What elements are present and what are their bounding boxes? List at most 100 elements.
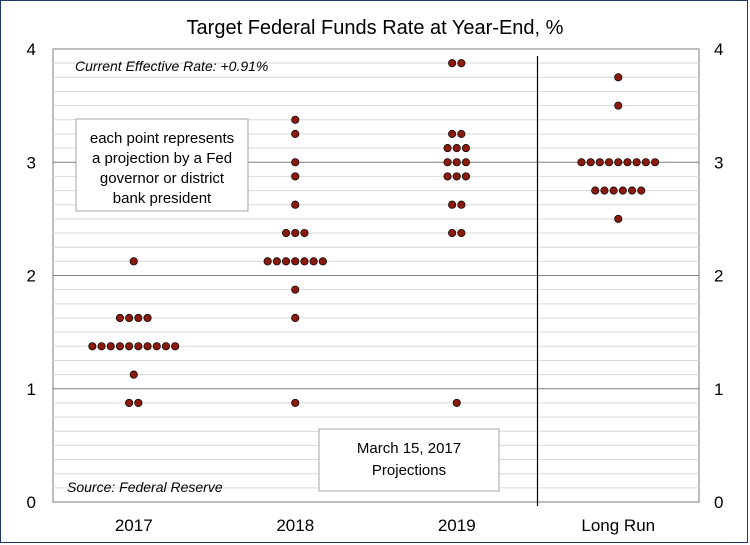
projection-dot	[452, 398, 461, 407]
projection-dot	[134, 313, 143, 323]
projection-dot	[263, 257, 272, 266]
legend-line: governor or district	[100, 170, 225, 187]
projection-dot	[448, 129, 457, 138]
projection-dot	[627, 186, 637, 195]
projection-dot	[129, 257, 138, 266]
legend-line: each point represents	[90, 130, 234, 147]
projection-dot	[448, 228, 457, 238]
projection-dot	[457, 228, 466, 238]
projection-dot	[614, 158, 623, 167]
date-text: March 15, 2017 Projections	[357, 440, 461, 479]
projection-dot	[143, 342, 152, 351]
projection-dot	[115, 313, 125, 323]
projection-dot	[443, 172, 452, 181]
projection-dot	[452, 172, 461, 181]
projection-dot	[125, 313, 134, 323]
projection-dot	[448, 59, 457, 68]
projection-dot	[291, 398, 300, 407]
current-rate-note: Current Effective Rate: +0.91%	[75, 58, 268, 74]
projection-dot	[448, 200, 457, 209]
source-note: Source: Federal Reserve	[67, 479, 223, 495]
y-tick-right: 4	[714, 40, 723, 59]
projection-dot	[650, 158, 660, 167]
projection-dot	[443, 144, 452, 153]
y-tick-right: 0	[714, 493, 723, 512]
category-label: 2018	[276, 516, 314, 535]
projection-dot	[461, 172, 471, 181]
projection-dot	[291, 285, 300, 294]
category-labels: 2017 2018 2019 Long Run	[115, 516, 655, 535]
projection-dot	[281, 257, 291, 266]
projection-dot	[291, 115, 300, 124]
projection-dot	[291, 172, 300, 181]
projection-dot	[291, 257, 300, 266]
projection-dot	[143, 313, 152, 323]
projection-dot	[591, 186, 600, 195]
projection-dot	[595, 158, 604, 167]
projection-dot	[632, 158, 641, 167]
date-box	[318, 428, 500, 492]
projection-dot	[300, 228, 309, 238]
y-tick-right: 3	[714, 153, 723, 172]
projection-dot	[134, 342, 143, 351]
projection-dot	[577, 158, 586, 167]
y-tick-right: 2	[714, 267, 723, 286]
projection-dot	[457, 129, 466, 138]
chart-title: Target Federal Funds Rate at Year-End, %	[187, 17, 564, 39]
projection-dot	[97, 342, 106, 351]
projection-dot	[600, 186, 609, 195]
projection-dot	[637, 186, 646, 195]
projection-dot	[125, 342, 134, 351]
projection-dot	[461, 158, 471, 167]
projection-dot	[88, 342, 97, 351]
projection-dot	[443, 158, 452, 167]
projection-dot	[614, 101, 623, 110]
category-label: 2017	[115, 516, 153, 535]
projection-dot	[291, 158, 300, 167]
category-label: 2019	[438, 516, 476, 535]
projection-dot	[604, 158, 614, 167]
projection-dot	[161, 342, 171, 351]
legend-text: each point represents a projection by a F…	[90, 130, 234, 207]
projection-dot	[300, 257, 309, 266]
date-line: Projections	[372, 462, 446, 479]
projection-dot	[272, 257, 281, 266]
legend-line: bank president	[113, 190, 212, 207]
projection-dot	[461, 144, 471, 153]
legend-box	[75, 118, 249, 212]
projection-dot	[614, 73, 623, 82]
y-tick-left: 4	[27, 40, 36, 59]
projection-dot	[452, 144, 461, 153]
projection-dot	[171, 342, 180, 351]
projection-dot	[609, 186, 618, 195]
y-tick-left: 1	[27, 380, 36, 399]
projection-dot	[641, 158, 650, 167]
projection-dots	[88, 59, 660, 407]
projection-dot	[281, 228, 291, 238]
projection-dot	[586, 158, 595, 167]
projection-dot	[623, 158, 632, 167]
projection-dot	[291, 200, 300, 209]
projection-dot	[125, 398, 134, 407]
projection-dot	[457, 200, 466, 209]
projection-dot	[291, 129, 300, 138]
projection-dot	[618, 186, 627, 195]
projection-dot	[106, 342, 115, 351]
projection-dot	[115, 342, 125, 351]
projection-dot	[129, 370, 138, 379]
y-tick-right: 1	[714, 380, 723, 399]
projection-dot	[291, 228, 300, 238]
projection-dot	[309, 257, 318, 266]
projection-dot	[318, 257, 327, 266]
projection-dot	[291, 313, 300, 323]
axis-ticks: 0 0 1 1 2 2 3 3 4 4	[27, 40, 724, 512]
projection-dot	[152, 342, 161, 351]
projection-dot	[452, 158, 461, 167]
projection-dot	[457, 59, 466, 68]
legend-line: a projection by a Fed	[92, 150, 232, 167]
y-tick-left: 0	[27, 493, 36, 512]
y-tick-left: 3	[27, 153, 36, 172]
category-label: Long Run	[581, 516, 655, 535]
